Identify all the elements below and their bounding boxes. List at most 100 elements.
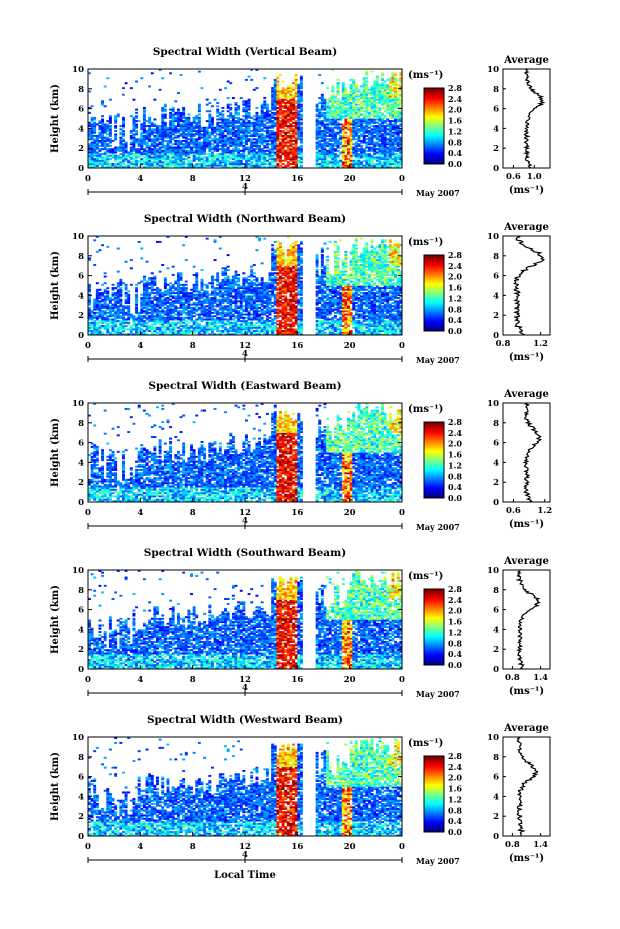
panel-title: Spectral Width (Vertical Beam) [153, 46, 337, 58]
x-tick-label: 12 [239, 508, 251, 518]
avg-y-tick-label: 2 [493, 645, 499, 655]
x-tick-label: 8 [190, 675, 196, 685]
y-tick-label: 10 [72, 733, 84, 743]
avg-y-tick-label: 10 [487, 232, 499, 242]
heatmap-cells [88, 236, 403, 336]
date-tick-label: 4 [242, 683, 248, 693]
colorbar-tick-label: 1.2 [448, 627, 462, 637]
x-tick-label: 0 [85, 174, 91, 184]
colorbar-tick-label: 0.4 [448, 816, 462, 826]
y-tick-label: 0 [78, 665, 84, 675]
y-tick-label: 0 [78, 832, 84, 842]
y-tick-label: 0 [78, 498, 84, 508]
average-title: Average [503, 723, 549, 734]
colorbar-tick-label: 1.2 [448, 460, 462, 470]
y-tick-label: 10 [72, 65, 84, 75]
colorbar-tick-label: 2.8 [448, 584, 462, 594]
y-tick-label: 10 [72, 399, 84, 409]
average-frame [502, 569, 551, 670]
avg-x-tick-label: 0.6 [506, 506, 521, 516]
x-tick-label: 8 [190, 842, 196, 852]
colorbar-frame [423, 588, 445, 666]
avg-x-tick-label: 1.4 [533, 840, 548, 850]
date-tick-label: 4 [242, 516, 248, 526]
colorbar-tick-label: 2.0 [448, 105, 462, 115]
colorbar [423, 254, 445, 332]
y-tick-label: 4 [78, 458, 84, 468]
x-tick-label: 0 [85, 842, 91, 852]
avg-y-tick-label: 2 [493, 478, 499, 488]
colorbar-tick-label: 0.4 [448, 482, 462, 492]
avg-y-tick-label: 0 [493, 331, 499, 341]
colorbar-tick-label: 2.8 [448, 250, 462, 260]
colorbar-tick-label: 2.4 [448, 595, 462, 605]
avg-x-label: (ms⁻¹) [509, 853, 544, 864]
colorbar-tick-label: 1.2 [448, 293, 462, 303]
x-tick-label: 16 [291, 341, 303, 351]
average-profile-line [522, 402, 543, 503]
colorbar-tick-label: 0.8 [448, 471, 462, 481]
avg-x-label: (ms⁻¹) [509, 352, 544, 363]
avg-y-tick-label: 6 [493, 439, 499, 449]
y-tick-label: 10 [72, 566, 84, 576]
colorbar-tick-label: 0.8 [448, 638, 462, 648]
colorbar-tick-label: 2.8 [448, 417, 462, 427]
average-title: Average [503, 55, 549, 66]
avg-x-tick-label: 0.8 [505, 673, 520, 683]
avg-y-tick-label: 10 [487, 566, 499, 576]
y-tick-label: 6 [78, 773, 84, 783]
colorbar [423, 421, 445, 499]
avg-y-tick-label: 8 [493, 586, 499, 596]
colorbar-tick-label: 1.6 [448, 450, 462, 460]
avg-y-tick-label: 0 [493, 665, 499, 675]
y-tick-label: 8 [78, 419, 84, 429]
y-tick-label: 4 [78, 291, 84, 301]
x-tick-label: 20 [344, 508, 356, 518]
x-tick-label: 20 [344, 174, 356, 184]
avg-y-tick-label: 8 [493, 753, 499, 763]
avg-y-tick-label: 2 [493, 144, 499, 154]
avg-y-tick-label: 10 [487, 733, 499, 743]
y-tick-label: 6 [78, 272, 84, 282]
colorbar-tick-label: 2.4 [448, 762, 462, 772]
date-tick-label: 4 [242, 349, 248, 359]
avg-y-tick-label: 4 [493, 625, 499, 635]
x-tick-label: 0 [85, 508, 91, 518]
x-tick-label: 0 [399, 341, 405, 351]
average-profile-line [516, 736, 539, 837]
avg-y-tick-label: 4 [493, 458, 499, 468]
y-tick-label: 4 [78, 625, 84, 635]
heatmap-cells [88, 737, 403, 837]
colorbar-tick-label: 0.0 [448, 326, 462, 336]
colorbar-tick-label: 2.4 [448, 94, 462, 104]
avg-y-tick-label: 2 [493, 812, 499, 822]
colorbar-tick-label: 1.2 [448, 794, 462, 804]
avg-x-tick-label: 0.8 [496, 339, 511, 349]
y-axis-label: Height (km) [50, 251, 61, 320]
avg-x-tick-label: 1.0 [527, 172, 542, 182]
colorbar-tick-label: 1.6 [448, 617, 462, 627]
x-tick-label: 12 [239, 174, 251, 184]
y-tick-label: 0 [78, 164, 84, 174]
colorbar-tick-label: 1.2 [448, 126, 462, 136]
colorbar [423, 588, 445, 666]
x-tick-label: 4 [137, 842, 143, 852]
avg-x-label: (ms⁻¹) [509, 686, 544, 697]
colorbar-tick-label: 2.0 [448, 773, 462, 783]
y-tick-label: 8 [78, 85, 84, 95]
colorbar-tick-label: 0.0 [448, 660, 462, 670]
colorbar-unit: (ms⁻¹) [408, 571, 443, 582]
colorbar-tick-label: 2.4 [448, 428, 462, 438]
colorbar-frame [423, 87, 445, 165]
y-axis-label: Height (km) [50, 84, 61, 153]
colorbar [423, 755, 445, 833]
y-tick-label: 8 [78, 252, 84, 262]
x-tick-label: 0 [85, 675, 91, 685]
panel-4: Spectral Width (Southward Beam) 0 2 4 6 8 10 He… [50, 547, 551, 699]
colorbar-tick-label: 2.0 [448, 606, 462, 616]
date-label: May 2007 [416, 188, 460, 198]
colorbar-unit: (ms⁻¹) [408, 404, 443, 415]
colorbar-tick-label: 2.8 [448, 83, 462, 93]
x-tick-label: 0 [85, 341, 91, 351]
avg-y-tick-label: 10 [487, 399, 499, 409]
